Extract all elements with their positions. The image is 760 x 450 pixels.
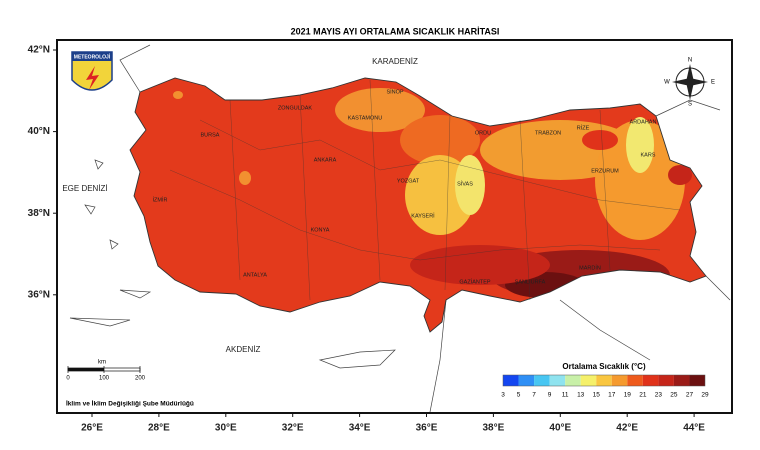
- legend-tick-label: 5: [517, 392, 521, 399]
- lat-tick-label: 38°N: [28, 208, 50, 219]
- lon-tick-label: 30°E: [215, 423, 237, 434]
- legend-tick-label: 13: [577, 392, 585, 399]
- legend-swatch: [689, 375, 705, 386]
- legend-swatch: [627, 375, 643, 386]
- legend-tick-label: 25: [670, 392, 678, 399]
- province-borders: [169, 79, 681, 301]
- legend-swatch: [642, 375, 659, 386]
- lon-tick-label: 42°E: [616, 423, 638, 434]
- lon-tick-label: 32°E: [282, 423, 304, 434]
- city-label: ANKARA: [314, 157, 337, 163]
- lon-tick-label: 28°E: [148, 423, 170, 434]
- city-label: ŞANLIURFA: [515, 279, 546, 285]
- legend-swatch: [580, 375, 597, 386]
- city-label: GAZİANTEP: [459, 278, 491, 285]
- legend-swatch: [549, 375, 566, 386]
- city-label: MARDİN: [579, 264, 601, 271]
- compass: N E S W: [664, 58, 715, 108]
- legend-tick-label: 29: [701, 392, 709, 399]
- city-labels: ZONGULDAK KASTAMONU SİNOP ORDU TRABZON R…: [153, 88, 657, 285]
- title: 2021 MAYIS AYI ORTALAMA SICAKLIK HARİTAS…: [291, 26, 500, 36]
- legend-tick-label: 11: [562, 392, 569, 399]
- footer: İklim ve İklim Değişikliği Şube Müdürlüğ…: [66, 400, 194, 408]
- legend-tick-label: 15: [593, 392, 601, 399]
- legend-swatch: [596, 375, 612, 386]
- city-label: KAYSERİ: [411, 212, 435, 219]
- legend-swatch: [611, 375, 628, 386]
- lon-tick-label: 34°E: [349, 423, 371, 434]
- legend-swatch: [518, 375, 535, 386]
- legend-swatch: [534, 375, 550, 386]
- scale-bar-fill: [68, 368, 104, 371]
- legend-swatch: [565, 375, 581, 386]
- legend-tick-label: 27: [686, 392, 694, 399]
- city-label: ZONGULDAK: [278, 105, 313, 111]
- legend-tick-label: 3: [501, 392, 505, 399]
- city-label: YOZGAT: [397, 178, 420, 184]
- scale-tick-label: 100: [99, 376, 110, 382]
- axes: 26°E 28°E 30°E 32°E 34°E 36°E 38°E 40°E 42°E 44°E…: [28, 45, 706, 434]
- city-label: TRABZON: [535, 130, 561, 136]
- legend-frame: [502, 374, 706, 387]
- city-label: İZMİR: [153, 196, 168, 203]
- lon-tick-label: 44°E: [683, 423, 705, 434]
- compass-label: S: [688, 102, 692, 108]
- sea-label: KARADENİZ: [372, 57, 418, 66]
- city-label: ANTALYA: [243, 272, 267, 278]
- logo: METEOROLOJİ: [71, 51, 113, 91]
- city-label: SİVAS: [457, 180, 473, 187]
- legend-tick-label: 17: [608, 392, 616, 399]
- compass-label: N: [688, 58, 692, 64]
- scale-tick-label: 200: [135, 376, 146, 382]
- lon-tick-label: 26°E: [81, 423, 103, 434]
- scale-unit: km: [98, 360, 106, 366]
- lat-tick-label: 40°N: [28, 126, 50, 137]
- city-label: RİZE: [577, 124, 590, 131]
- city-label: KARS: [641, 152, 656, 158]
- compass-label: W: [664, 80, 670, 86]
- scale-bar: 0 100 200: [66, 366, 146, 382]
- city-label: BURSA: [201, 132, 220, 138]
- scale-tick-label: 0: [66, 376, 70, 382]
- legend-swatch: [673, 375, 690, 386]
- city-label: KASTAMONU: [348, 115, 382, 121]
- lon-tick-label: 40°E: [549, 423, 571, 434]
- sea-label: AKDENİZ: [226, 345, 261, 354]
- lat-tick-label: 42°N: [28, 45, 50, 56]
- city-label: ERZURUM: [591, 168, 619, 174]
- logo-text: METEOROLOJİ: [74, 53, 111, 60]
- legend-tick-label: 21: [639, 392, 647, 399]
- legend-swatch: [658, 375, 674, 386]
- lat-tick-label: 36°N: [28, 289, 50, 300]
- city-label: KONYA: [311, 227, 330, 233]
- city-label: ARDAHAN: [630, 119, 657, 125]
- legend-tick-label: 7: [532, 392, 536, 399]
- legend-swatch: [503, 375, 519, 386]
- legend-title: Ortalama Sıcaklık (°C): [562, 362, 646, 371]
- lon-tick-label: 38°E: [483, 423, 505, 434]
- legend-tick-label: 19: [624, 392, 632, 399]
- city-label: SİNOP: [386, 88, 403, 95]
- legend-tick-label: 23: [655, 392, 663, 399]
- legend: 3 5 7 9 11 13 15 17 19 21 23 25 27 29: [501, 374, 709, 399]
- compass-label: E: [711, 80, 715, 86]
- legend-tick-label: 9: [548, 392, 552, 399]
- sea-label: EGE DENİZİ: [62, 184, 107, 193]
- city-label: ORDU: [475, 130, 491, 136]
- coastlines: [69, 44, 731, 413]
- lon-tick-label: 36°E: [416, 423, 438, 434]
